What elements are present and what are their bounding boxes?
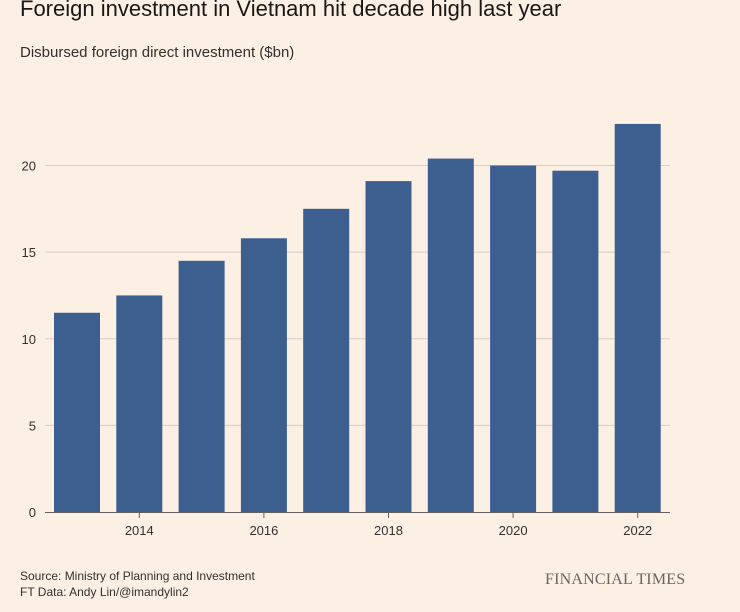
y-axis-tick-labels: 0 5 10 15 20 — [22, 159, 36, 520]
bar-2013 — [54, 312, 100, 512]
bar-2015 — [178, 260, 225, 512]
bar-2014 — [116, 295, 163, 512]
bar-2019 — [427, 158, 474, 512]
bar-2017 — [303, 208, 350, 512]
y-tick-label-5: 5 — [29, 418, 36, 433]
source-text: Source: Ministry of Planning and Investm… — [20, 569, 255, 583]
bar-2018 — [365, 181, 412, 512]
bar-2016 — [240, 238, 287, 513]
x-tick-label-2014: 2014 — [125, 523, 154, 538]
x-tick-label-2016: 2016 — [249, 523, 278, 538]
y-tick-label-15: 15 — [22, 245, 36, 260]
financial-times-logo: FINANCIAL TIMES — [545, 571, 686, 588]
y-tick-label-20: 20 — [22, 159, 36, 174]
x-axis-tick-labels: 2014 2016 2018 2020 2022 — [125, 523, 652, 538]
y-tick-label-0: 0 — [29, 505, 36, 520]
bar-2021 — [552, 170, 599, 512]
x-tick-label-2018: 2018 — [374, 523, 403, 538]
bar-2022 — [614, 123, 661, 513]
x-tick-label-2020: 2020 — [499, 523, 528, 538]
x-axis — [45, 512, 670, 518]
source-note: Source: Ministry of Planning and Investm… — [20, 568, 255, 600]
bar-2020 — [490, 165, 537, 512]
credit-text: FT Data: Andy Lin/@imandylin2 — [20, 585, 189, 599]
chart-title: Foreign investment in Vietnam hit decade… — [20, 0, 562, 21]
y-tick-label-10: 10 — [22, 332, 36, 347]
bars — [54, 123, 661, 513]
x-tick-label-2022: 2022 — [623, 523, 652, 538]
chart-subtitle: Disbursed foreign direct investment ($bn… — [20, 44, 295, 61]
